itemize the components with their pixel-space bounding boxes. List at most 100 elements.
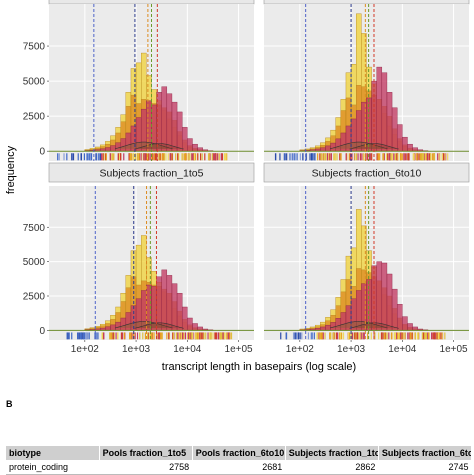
rug-mark — [300, 153, 301, 160]
rug-mark — [432, 332, 433, 339]
rug-mark — [200, 153, 201, 160]
rug-mark — [444, 332, 445, 339]
histogram-bar — [402, 137, 407, 151]
histogram-bar — [413, 148, 418, 152]
rug-mark — [330, 332, 331, 339]
histogram-bar — [377, 262, 382, 331]
rug-mark — [402, 332, 403, 339]
rug-mark — [364, 332, 365, 339]
rug-mark — [194, 153, 195, 160]
rug-mark — [352, 332, 353, 339]
rug-mark — [324, 332, 325, 339]
rug-mark — [135, 332, 136, 339]
rug-mark — [57, 153, 58, 160]
rug-mark — [101, 153, 102, 160]
rug-mark — [210, 332, 211, 339]
rug-mark — [179, 332, 180, 339]
rug-mark — [313, 153, 314, 160]
histogram-bar — [121, 139, 126, 152]
rug-mark — [73, 153, 74, 160]
y-tick-label: 2500 — [23, 292, 46, 303]
rug-mark — [388, 332, 389, 339]
x-tick-label: 1e+05 — [440, 344, 469, 355]
rug-mark — [417, 332, 418, 339]
rug-mark — [137, 153, 138, 160]
rug-mark — [78, 153, 79, 160]
rug-mark — [397, 332, 398, 339]
y-tick-label: 7500 — [23, 223, 46, 234]
rug-mark — [224, 332, 225, 339]
rug-mark — [408, 153, 409, 160]
table-cell: 2745 — [378, 460, 471, 475]
rug-mark — [293, 153, 294, 160]
rug-mark — [159, 332, 160, 339]
rug-mark — [293, 332, 294, 339]
rug-mark — [197, 153, 198, 160]
rug-mark — [386, 153, 387, 160]
x-tick-label: 1e+03 — [122, 344, 151, 355]
rug-mark — [406, 153, 407, 160]
rug-mark — [357, 332, 358, 339]
rug-mark — [63, 153, 64, 160]
histogram-bar — [172, 102, 177, 151]
rug-mark — [393, 153, 394, 160]
rug-mark — [418, 153, 419, 160]
rug-mark — [381, 332, 382, 339]
y-axis-title: frequency — [5, 145, 17, 194]
histogram-bar — [177, 112, 182, 151]
rug-mark — [78, 332, 79, 339]
rug-mark — [398, 332, 399, 339]
rug-mark — [309, 153, 310, 160]
rug-mark — [202, 332, 203, 339]
rug-mark — [168, 153, 169, 160]
rug-mark — [224, 153, 225, 160]
histogram-bar — [387, 274, 392, 330]
rug-mark — [327, 153, 328, 160]
rug-mark — [340, 153, 341, 160]
rug-mark — [296, 153, 297, 160]
rug-mark — [222, 153, 223, 160]
rug-mark — [279, 153, 280, 160]
rug-mark — [430, 153, 431, 160]
rug-mark — [119, 153, 120, 160]
histogram-bar — [182, 127, 187, 151]
rug-mark — [66, 153, 67, 160]
rug-mark — [436, 332, 437, 339]
histogram-bar — [377, 67, 382, 151]
histogram-bar — [382, 263, 387, 330]
table-header-cell: Subjects fraction_1to5 — [285, 446, 378, 460]
rug-mark — [336, 332, 337, 339]
histogram-bar — [387, 92, 392, 151]
y-tick-label: 5000 — [23, 77, 46, 88]
rug-mark — [447, 153, 448, 160]
histogram-bar — [177, 293, 182, 330]
rug-mark — [130, 332, 131, 339]
rug-mark — [202, 153, 203, 160]
rug-mark — [118, 153, 119, 160]
rug-mark — [428, 332, 429, 339]
rug-mark — [102, 332, 103, 339]
facet-panel-4 — [264, 186, 469, 340]
rug-mark — [191, 332, 192, 339]
rug-mark — [348, 332, 349, 339]
rug-mark — [142, 332, 143, 339]
rug-mark — [201, 332, 202, 339]
rug-mark — [215, 153, 216, 160]
rug-mark — [376, 153, 377, 160]
table-cell: 2681 — [192, 460, 285, 475]
histogram-bar — [407, 324, 412, 331]
histogram-bar — [320, 148, 325, 152]
rug-mark — [168, 332, 169, 339]
rug-mark — [426, 153, 427, 160]
histogram-bar — [162, 87, 167, 151]
rug-mark — [300, 332, 301, 339]
histogram-bar — [336, 139, 341, 151]
rug-mark — [84, 153, 85, 160]
rug-mark — [298, 332, 299, 339]
rug-mark — [96, 153, 97, 160]
rug-mark — [337, 332, 338, 339]
y-tick-label: 5000 — [23, 257, 46, 268]
rug-mark — [181, 153, 182, 160]
